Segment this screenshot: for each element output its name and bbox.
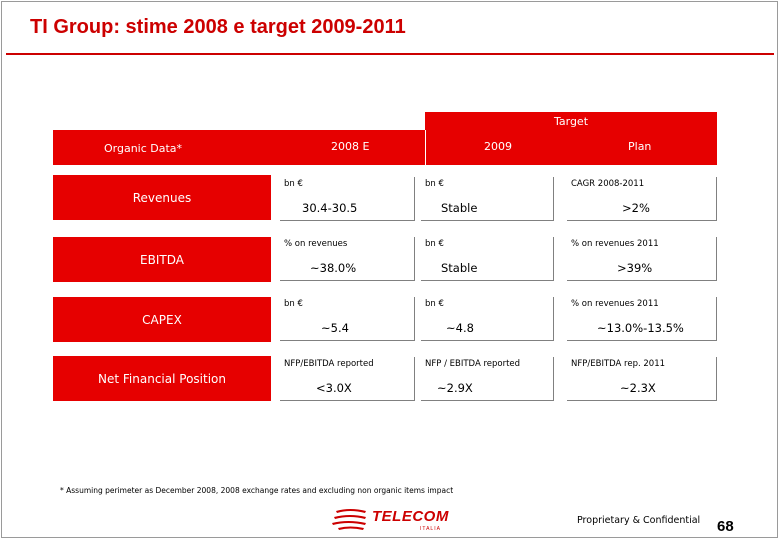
- row-label-ebitda: EBITDA: [53, 237, 271, 282]
- cell-value: 30.4-30.5: [302, 201, 358, 215]
- cell-revenues-2008: bn € 30.4-30.5: [280, 177, 415, 221]
- cell-ebitda-2009: bn € Stable: [421, 237, 554, 281]
- cell-value: ~5.4: [321, 321, 349, 335]
- cell-value: >39%: [617, 261, 653, 275]
- cell-unit: bn €: [425, 239, 444, 249]
- cell-unit: % on revenues: [284, 239, 348, 249]
- header-divider: [425, 130, 426, 165]
- cell-value: ~2.9X: [437, 381, 473, 395]
- header-plan: Plan: [628, 140, 652, 153]
- cell-unit: bn €: [425, 299, 444, 309]
- row-label-revenues: Revenues: [53, 175, 271, 220]
- cell-unit: bn €: [284, 299, 303, 309]
- row-label-net-financial-position: Net Financial Position: [53, 356, 271, 401]
- cell-unit: bn €: [284, 179, 303, 189]
- cell-unit: % on revenues 2011: [571, 299, 659, 309]
- page-number: 68: [717, 518, 734, 535]
- confidential-label: Proprietary & Confidential: [577, 515, 701, 526]
- cell-revenues-2009: bn € Stable: [421, 177, 554, 221]
- cell-value: ~2.3X: [620, 381, 656, 395]
- cell-nfp-2009: NFP / EBITDA reported ~2.9X: [421, 357, 554, 401]
- cell-capex-plan: % on revenues 2011 ~13.0%-13.5%: [567, 297, 717, 341]
- cell-value: >2%: [622, 201, 650, 215]
- row-label-capex: CAPEX: [53, 297, 271, 342]
- cell-unit: CAGR 2008-2011: [571, 179, 645, 189]
- cell-nfp-2008: NFP/EBITDA reported <3.0X: [280, 357, 415, 401]
- cell-value: Stable: [441, 201, 478, 215]
- target-header: Target: [425, 112, 717, 130]
- title-divider: [6, 53, 774, 55]
- logo-text: TELECOM: [372, 508, 449, 525]
- cell-unit: NFP/EBITDA reported: [284, 359, 374, 369]
- cell-value: <3.0X: [316, 381, 352, 395]
- header-2009: 2009: [484, 140, 512, 153]
- cell-unit: NFP / EBITDA reported: [425, 359, 521, 369]
- header-2008e: 2008 E: [331, 140, 370, 153]
- logo-subtext: ITALIA: [420, 526, 441, 532]
- cell-unit: NFP/EBITDA rep. 2011: [571, 359, 666, 369]
- cell-value: ~13.0%-13.5%: [597, 321, 684, 335]
- cell-revenues-plan: CAGR 2008-2011 >2%: [567, 177, 717, 221]
- cell-capex-2008: bn € ~5.4: [280, 297, 415, 341]
- header-organic-data: Organic Data*: [104, 142, 183, 155]
- telecom-italia-logo: TELECOM ITALIA: [330, 504, 455, 534]
- slide-title: TI Group: stime 2008 e target 2009-2011: [30, 16, 406, 38]
- cell-unit: % on revenues 2011: [571, 239, 659, 249]
- cell-capex-2009: bn € ~4.8: [421, 297, 554, 341]
- header-row: [53, 130, 717, 165]
- cell-ebitda-plan: % on revenues 2011 >39%: [567, 237, 717, 281]
- cell-value: ~38.0%: [310, 261, 357, 275]
- cell-value: ~4.8: [446, 321, 474, 335]
- cell-ebitda-2008: % on revenues ~38.0%: [280, 237, 415, 281]
- cell-value: Stable: [441, 261, 478, 275]
- logo-stripes-icon: [332, 509, 366, 530]
- cell-unit: bn €: [425, 179, 444, 189]
- footnote: * Assuming perimeter as December 2008, 2…: [60, 486, 454, 495]
- cell-nfp-plan: NFP/EBITDA rep. 2011 ~2.3X: [567, 357, 717, 401]
